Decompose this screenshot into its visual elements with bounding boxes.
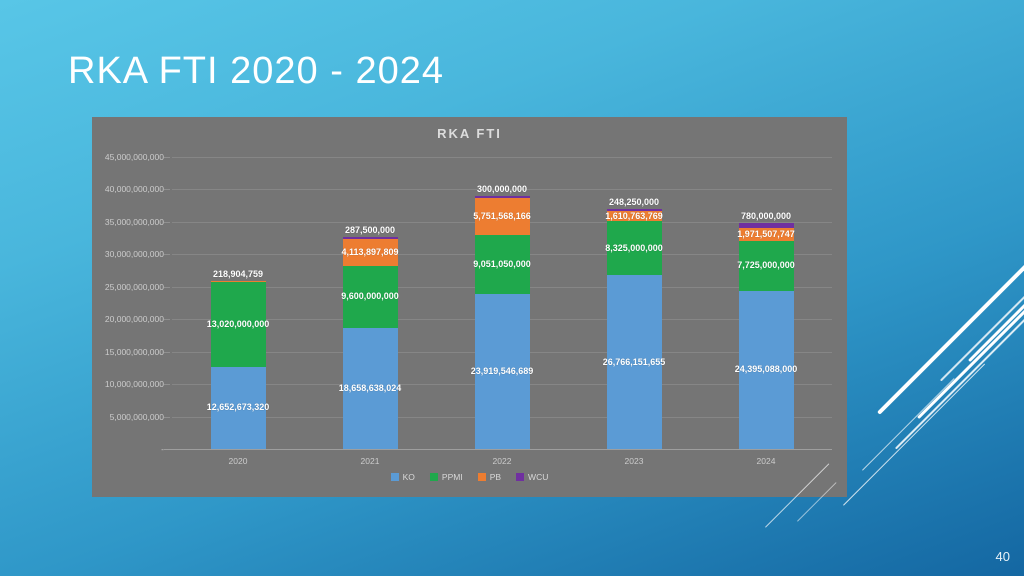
legend-swatch: [390, 473, 399, 481]
bar-segment: [738, 227, 794, 241]
y-axis-tick: [164, 286, 170, 288]
legend-swatch: [429, 473, 438, 481]
bar-segment: [474, 195, 530, 198]
legend-item: PPMI: [429, 472, 463, 482]
legend-label: KO: [402, 472, 415, 482]
bar-segment: [342, 265, 398, 328]
gridline: [172, 157, 832, 158]
y-axis-tick: [164, 221, 170, 223]
y-axis-label: 30,000,000,000: [104, 249, 164, 260]
legend-item: WCU: [516, 472, 548, 482]
bar-segment-label: 248,250,000: [608, 197, 660, 208]
bar-segment: [738, 222, 794, 228]
legend-swatch: [516, 473, 525, 481]
bar-segment: [342, 238, 398, 266]
legend-label: WCU: [528, 472, 549, 482]
decorative-line: [843, 363, 986, 506]
y-axis-tick: [164, 157, 170, 158]
bar-segment: [474, 197, 530, 236]
y-axis-label: 35,000,000,000: [104, 216, 164, 227]
x-axis-label: 2022: [492, 456, 512, 466]
bar-segment: [342, 237, 398, 239]
x-axis-label: 2021: [360, 456, 380, 466]
y-axis-label: 15,000,000,000: [104, 346, 164, 357]
bar-segment: [606, 209, 662, 211]
legend-label: PB: [489, 472, 502, 482]
x-axis-line: [164, 449, 832, 450]
bar-segment: [606, 210, 662, 222]
y-axis-label: 5,000,000,000: [109, 411, 164, 422]
bar-segment: [738, 290, 794, 449]
slide-title: RKA FTI 2020 - 2024: [68, 50, 444, 92]
bar-segment-label: 287,500,000: [344, 225, 396, 236]
bar-segment: [342, 327, 398, 449]
bar-segment: [210, 280, 266, 283]
x-axis-label: 2024: [756, 456, 776, 466]
y-axis-label: 45,000,000,000: [104, 152, 164, 162]
y-axis-tick: [164, 416, 170, 418]
legend-swatch: [477, 473, 486, 481]
bar-segment: [738, 240, 794, 291]
bar-segment: [210, 282, 266, 367]
y-axis-tick: [164, 319, 170, 321]
y-axis-label: 25,000,000,000: [104, 281, 164, 292]
y-axis-label: 40,000,000,000: [104, 184, 164, 195]
bar-segment: [474, 293, 530, 449]
y-axis-label: 20,000,000,000: [104, 314, 164, 325]
y-axis-label: -: [161, 444, 164, 454]
legend-label: PPMI: [441, 472, 463, 482]
chart-legend: KO PPMI PB WCU: [92, 472, 847, 482]
y-axis-tick: [164, 351, 170, 353]
y-axis-tick: [164, 384, 170, 386]
gridline: [172, 189, 832, 191]
chart-panel: RKA FTI KO PPMI PB WCU - 5,000,000,000 10,000…: [92, 117, 847, 497]
bar-segment-label: 218,904,759: [212, 268, 264, 279]
bar-segment: [474, 235, 530, 294]
y-axis-tick: [164, 189, 170, 191]
y-axis-tick: [164, 254, 170, 256]
legend-item: PB: [477, 472, 502, 482]
x-axis-label: 2023: [624, 456, 644, 466]
bar-segment: [606, 221, 662, 276]
page-number: 40: [995, 549, 1010, 564]
bar-segment: [210, 366, 266, 449]
legend-item: KO: [390, 472, 415, 482]
x-axis-label: 2020: [228, 456, 248, 466]
y-axis-label: 10,000,000,000: [104, 379, 164, 390]
chart-title: RKA FTI: [437, 126, 502, 141]
bar-segment-label: 780,000,000: [740, 210, 792, 221]
bar-segment: [606, 275, 662, 449]
